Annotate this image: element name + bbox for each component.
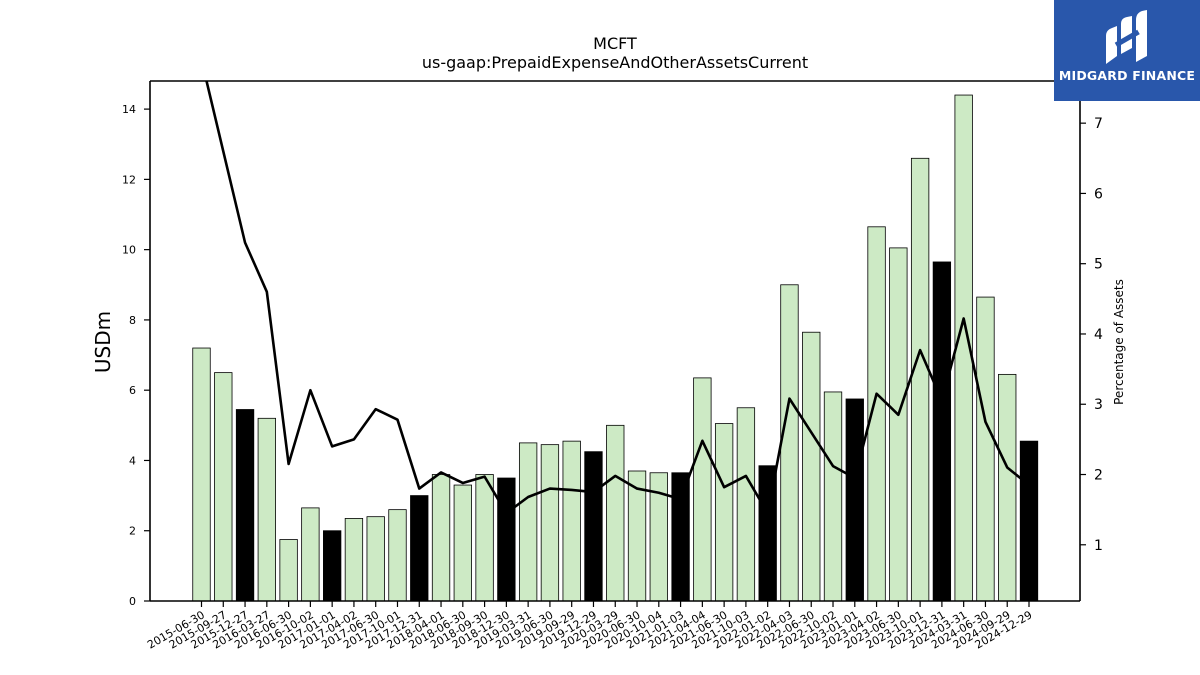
bar [301,507,320,602]
plot-area: 0246810121412345672015-06-302015-09-2720… [122,80,1103,652]
y2-tick-label: 4 [1094,327,1103,343]
bar [671,472,690,602]
bar [932,261,952,602]
y2-tick-label: 5 [1094,257,1103,273]
bar [323,530,342,602]
bar [235,409,255,602]
y-tick-label: 0 [129,595,136,608]
bar [910,157,930,602]
bar [976,296,995,602]
bar [693,377,712,602]
y2-tick-label: 3 [1094,397,1103,413]
bar [410,495,429,602]
y-tick-label: 12 [122,173,136,186]
y2-tick-label: 7 [1094,116,1103,132]
bar [802,331,821,602]
y2-tick-label: 6 [1094,186,1103,202]
logo-mark-icon [1106,10,1147,64]
bar [998,373,1017,602]
bar [823,391,843,602]
y2-axis-label: Percentage of Assets [1112,279,1126,405]
bar [540,444,560,602]
bar [584,451,603,602]
chart-title: MCFT [593,34,637,53]
brand-logo: MIDGARD FINANCE [1054,0,1200,101]
bar [257,417,276,602]
bar [388,509,407,602]
percentage-line [205,81,1030,515]
brand-name: MIDGARD FINANCE [1058,68,1196,83]
y2-tick-label: 1 [1094,538,1103,554]
y-tick-label: 4 [129,454,136,467]
bar [279,539,298,602]
y-axis-label: USDm [91,311,115,373]
bar [780,284,799,602]
bar [606,424,625,602]
bar [366,516,385,602]
bar [736,407,756,602]
bar [889,247,908,602]
y-tick-label: 8 [129,314,136,327]
bar [562,440,581,602]
bar [1019,440,1039,602]
bar [497,477,516,602]
y-tick-label: 10 [122,244,136,257]
bar [431,474,451,602]
y-tick-label: 2 [129,525,136,538]
y-tick-label: 14 [122,103,136,116]
y-tick-label: 6 [129,384,136,397]
bar [845,398,864,602]
bar [214,372,233,602]
bar [714,423,734,602]
bar [453,484,472,602]
y2-tick-label: 2 [1094,468,1103,484]
bar [192,347,211,602]
bar [344,518,364,602]
bar [475,474,494,602]
bar [518,442,538,602]
chart-subtitle: us-gaap:PrepaidExpenseAndOtherAssetsCurr… [422,53,808,72]
